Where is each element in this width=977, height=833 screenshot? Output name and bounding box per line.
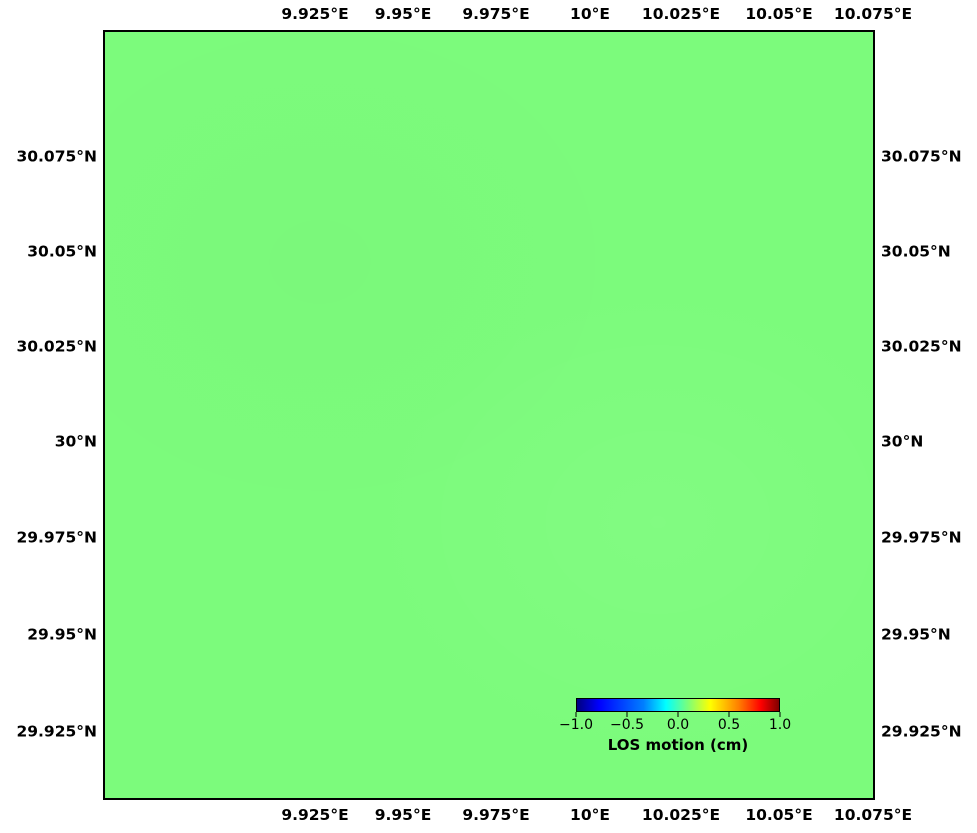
tick-label-bottom-1: 9.95°E bbox=[374, 806, 432, 824]
colorbar-tick-label-3: 0.5 bbox=[717, 717, 741, 733]
colorbar-tick-mark-4 bbox=[779, 712, 781, 717]
map-plot-area[interactable] bbox=[103, 30, 875, 800]
tick-label-right-6: 29.925°N bbox=[881, 722, 962, 741]
tick-label-bottom-0: 9.925°E bbox=[281, 806, 349, 824]
tick-label-right-4: 29.975°N bbox=[881, 528, 962, 547]
tick-label-bottom-2: 9.975°E bbox=[462, 806, 530, 824]
tick-label-top-6: 10.075°E bbox=[833, 5, 913, 23]
tick-label-top-3: 10°E bbox=[570, 5, 610, 23]
tick-label-top-5: 10.05°E bbox=[745, 5, 813, 23]
colorbar-gradient bbox=[576, 698, 780, 712]
tick-label-top-1: 9.95°E bbox=[374, 5, 432, 23]
tick-label-bottom-5: 10.05°E bbox=[745, 806, 813, 824]
tick-label-top-2: 9.975°E bbox=[462, 5, 530, 23]
tick-label-top-0: 9.925°E bbox=[281, 5, 349, 23]
colorbar-tick-mark-3 bbox=[728, 712, 730, 717]
tick-label-bottom-3: 10°E bbox=[570, 806, 610, 824]
colorbar-tick-label-0: −1.0 bbox=[559, 717, 593, 733]
tick-label-right-1: 30.05°N bbox=[881, 242, 951, 261]
tick-label-right-5: 29.95°N bbox=[881, 625, 951, 644]
colorbar-tick-mark-2 bbox=[677, 712, 679, 717]
colorbar-tick-mark-0 bbox=[575, 712, 577, 717]
colorbar-title: LOS motion (cm) bbox=[607, 736, 749, 754]
tick-label-top-4: 10.025°E bbox=[641, 5, 721, 23]
colorbar-tick-label-1: −0.5 bbox=[610, 717, 644, 733]
colorbar-tick-mark-1 bbox=[626, 712, 628, 717]
tick-label-right-3: 30°N bbox=[881, 432, 924, 451]
tick-label-bottom-6: 10.075°E bbox=[833, 806, 913, 824]
tick-label-left-4: 29.975°N bbox=[16, 528, 97, 547]
colorbar[interactable]: −1.0 −0.5 0.0 0.5 1.0 LOS motion (cm) bbox=[559, 698, 791, 760]
tick-label-bottom-4: 10.025°E bbox=[641, 806, 721, 824]
colorbar-tick-label-2: 0.0 bbox=[666, 717, 690, 733]
colorbar-tick-label-4: 1.0 bbox=[768, 717, 792, 733]
tick-label-right-0: 30.075°N bbox=[881, 147, 962, 166]
los-motion-raster bbox=[105, 32, 873, 798]
tick-label-left-2: 30.025°N bbox=[16, 337, 97, 356]
tick-label-left-0: 30.075°N bbox=[16, 147, 97, 166]
tick-label-right-2: 30.025°N bbox=[881, 337, 962, 356]
tick-label-left-1: 30.05°N bbox=[27, 242, 97, 261]
tick-label-left-3: 30°N bbox=[54, 432, 97, 451]
tick-label-left-6: 29.925°N bbox=[16, 722, 97, 741]
tick-label-left-5: 29.95°N bbox=[27, 625, 97, 644]
